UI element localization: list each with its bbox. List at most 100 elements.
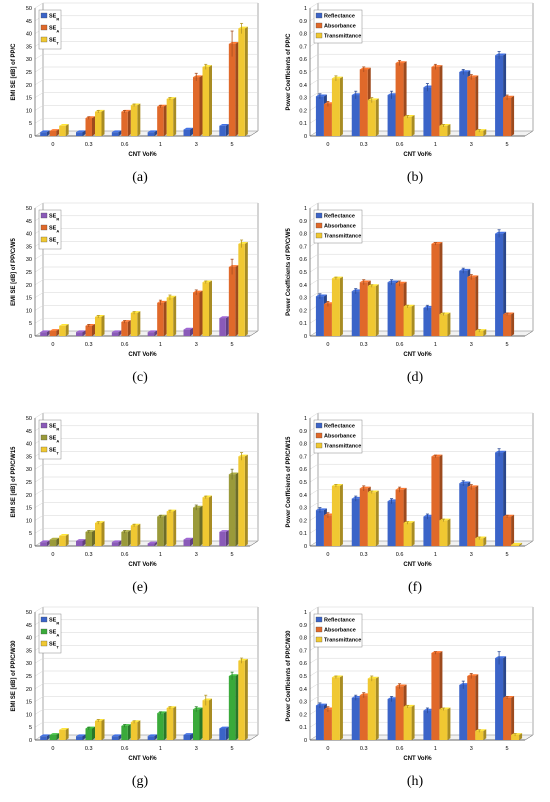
- bar: [49, 130, 57, 136]
- bar-side: [173, 295, 177, 336]
- bar: [323, 515, 332, 546]
- bar: [76, 332, 83, 336]
- bar-side: [447, 518, 451, 546]
- bar: [166, 98, 174, 136]
- y-tick-label: 0.7: [299, 648, 307, 654]
- y-tick-label: 10: [26, 108, 32, 114]
- y-tick-label: 0: [304, 544, 307, 550]
- x-tick-label: 0.3: [85, 342, 93, 348]
- bar-top: [76, 734, 86, 737]
- bar: [95, 522, 102, 546]
- bar-side: [163, 711, 167, 740]
- panel-f: 0 0.1 0.2 0.3 0.4 0.5 0.6 0.7 0.8 0.9 1 Power Coeff…: [280, 410, 550, 608]
- bar-side: [447, 707, 451, 740]
- legend-swatch: [315, 22, 323, 29]
- bar: [130, 312, 138, 336]
- x-tick-label: 1: [159, 342, 162, 348]
- legend-label: Absorbance: [324, 628, 356, 634]
- bar: [157, 713, 164, 740]
- bar-side: [190, 127, 193, 136]
- y-tick-label: 15: [26, 506, 32, 512]
- y-tick-label: 0.9: [299, 219, 307, 225]
- bar-side: [475, 275, 479, 336]
- caption-b: (b): [406, 170, 424, 185]
- x-tick-label: 0.6: [396, 142, 404, 148]
- legend-swatch: [40, 434, 48, 441]
- legend: Reflectance Absorbance Transmittance: [313, 419, 363, 454]
- legend: SER SEA SET: [38, 209, 62, 250]
- legend-label: SET: [49, 642, 59, 650]
- bar: [147, 543, 155, 546]
- y-tick-label: 0: [29, 334, 32, 340]
- bar-side: [339, 76, 343, 136]
- bar-side: [56, 733, 60, 740]
- bar-side: [46, 130, 50, 136]
- bar-side: [173, 509, 177, 546]
- panel-d: 0 0.1 0.2 0.3 0.4 0.5 0.6 0.7 0.8 0.9 1 Power Coeff…: [280, 200, 550, 398]
- grid-diag: [34, 412, 44, 419]
- grid-diag: [34, 279, 44, 286]
- legend-label: SER: [49, 618, 59, 626]
- legend-swatch: [315, 432, 323, 439]
- plot-area: 0 0.1 0.2 0.3 0.4 0.5 0.6 0.7 0.8 0.9 1 Power Coeff…: [286, 412, 534, 568]
- x-tick-label: 5: [506, 142, 509, 148]
- y-tick-label: 25: [26, 70, 32, 76]
- bar-side: [137, 103, 141, 136]
- bar-side: [137, 523, 141, 546]
- x-tick-label: 0.6: [396, 746, 404, 752]
- bar-side: [511, 95, 515, 136]
- x-tick-label: 3: [470, 552, 473, 558]
- bar: [503, 314, 512, 336]
- x-axis-title: CNT Vol%: [128, 756, 157, 762]
- bar: [219, 125, 226, 136]
- bar-side: [118, 130, 122, 136]
- bar-top: [228, 674, 239, 676]
- bar: [238, 660, 245, 740]
- grid-diag: [34, 53, 44, 60]
- y-tick-label: 40: [26, 442, 32, 448]
- bar-top: [495, 53, 507, 56]
- bar-top: [459, 70, 471, 72]
- bar-side: [483, 129, 487, 136]
- bar: [503, 516, 512, 546]
- bar: [183, 734, 190, 740]
- y-axis-title: Power Coefficients of PP/C/W30: [286, 630, 292, 722]
- bar: [76, 540, 83, 546]
- x-tick-label: 5: [231, 746, 234, 752]
- bar-side: [447, 123, 451, 136]
- x-tick-label: 1: [159, 746, 162, 752]
- bar-top: [228, 42, 239, 44]
- y-tick-label: 1: [304, 610, 307, 616]
- bar-side: [56, 537, 60, 546]
- bar: [95, 111, 102, 136]
- bar: [157, 106, 164, 136]
- y-tick-label: 40: [26, 232, 32, 238]
- y-tick-label: 20: [26, 687, 32, 693]
- bar: [183, 129, 190, 136]
- bar-top: [183, 127, 193, 130]
- grid-diag: [309, 253, 319, 260]
- bar-top: [467, 275, 479, 278]
- bar: [439, 709, 448, 740]
- x-tick-label: 5: [231, 552, 234, 558]
- bar-side: [118, 540, 122, 546]
- x-tick-label: 3: [195, 746, 198, 752]
- bar: [121, 321, 128, 336]
- bar: [351, 291, 360, 336]
- bar-top: [111, 540, 122, 543]
- bar-side: [519, 542, 523, 546]
- bar: [475, 538, 484, 546]
- bar: [403, 116, 412, 136]
- bar-top: [59, 727, 69, 730]
- bar: [157, 516, 164, 546]
- bar-side: [225, 726, 229, 740]
- bar-side: [209, 698, 212, 740]
- x-tick-label: 0.6: [396, 552, 404, 558]
- chart-d: 0 0.1 0.2 0.3 0.4 0.5 0.6 0.7 0.8 0.9 1 Power Coeff…: [286, 202, 534, 358]
- bar-side: [65, 533, 69, 546]
- bar-side: [190, 327, 193, 336]
- bar-side: [127, 109, 131, 136]
- bar-side: [375, 490, 379, 546]
- bar-top: [40, 330, 50, 333]
- bar-side: [511, 312, 515, 336]
